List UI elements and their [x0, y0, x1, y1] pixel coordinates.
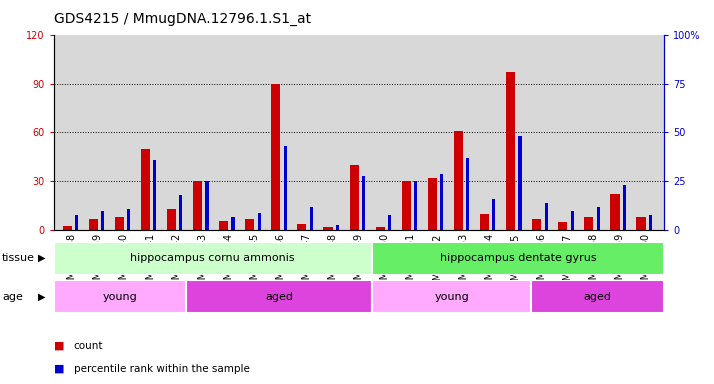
Bar [141, 149, 150, 230]
Bar [649, 215, 652, 230]
Bar [493, 199, 496, 230]
Bar [480, 214, 489, 230]
Bar [154, 160, 156, 230]
Bar [506, 72, 516, 230]
Bar [54, 242, 372, 275]
Bar [101, 211, 104, 230]
Text: percentile rank within the sample: percentile rank within the sample [74, 364, 249, 374]
Bar [115, 217, 124, 230]
Bar [245, 219, 254, 230]
Bar [414, 182, 417, 230]
Text: ■: ■ [54, 341, 64, 351]
Bar [597, 207, 600, 230]
Text: tissue: tissue [2, 253, 35, 263]
Text: aged: aged [583, 291, 612, 302]
Bar [258, 213, 261, 230]
Bar [545, 203, 548, 230]
Bar [63, 225, 71, 230]
Bar [636, 217, 645, 230]
Bar [376, 227, 385, 230]
Text: GDS4215 / MmugDNA.12796.1.S1_at: GDS4215 / MmugDNA.12796.1.S1_at [54, 12, 311, 25]
Text: hippocampus cornu ammonis: hippocampus cornu ammonis [131, 253, 295, 263]
Bar [231, 217, 235, 230]
Bar [127, 209, 130, 230]
Bar [558, 222, 568, 230]
Bar [193, 182, 202, 230]
Text: young: young [103, 291, 137, 302]
Text: ▶: ▶ [38, 253, 45, 263]
Bar [531, 280, 664, 313]
Bar [440, 174, 443, 230]
Bar [219, 220, 228, 230]
Bar [454, 131, 463, 230]
Bar [372, 280, 531, 313]
Bar [610, 194, 620, 230]
Bar [584, 217, 593, 230]
Bar [336, 225, 339, 230]
Bar [179, 195, 183, 230]
Bar [167, 209, 176, 230]
Bar [186, 280, 372, 313]
Text: hippocampus dentate gyrus: hippocampus dentate gyrus [440, 253, 596, 263]
Bar [372, 242, 664, 275]
Bar [297, 224, 306, 230]
Bar [54, 280, 186, 313]
Bar [466, 158, 469, 230]
Bar [271, 84, 281, 230]
Bar [206, 182, 208, 230]
Bar [323, 227, 333, 230]
Text: aged: aged [265, 291, 293, 302]
Bar [350, 165, 358, 230]
Text: ▶: ▶ [38, 291, 45, 302]
Bar [362, 175, 365, 230]
Bar [518, 136, 522, 230]
Bar [310, 207, 313, 230]
Bar [388, 215, 391, 230]
Text: count: count [74, 341, 103, 351]
Bar [428, 178, 437, 230]
Text: ■: ■ [54, 364, 64, 374]
Text: young: young [434, 291, 469, 302]
Bar [623, 185, 626, 230]
Bar [75, 215, 78, 230]
Text: age: age [2, 291, 23, 302]
Bar [570, 211, 574, 230]
Bar [402, 182, 411, 230]
Bar [283, 146, 287, 230]
Bar [89, 219, 98, 230]
Bar [532, 219, 541, 230]
